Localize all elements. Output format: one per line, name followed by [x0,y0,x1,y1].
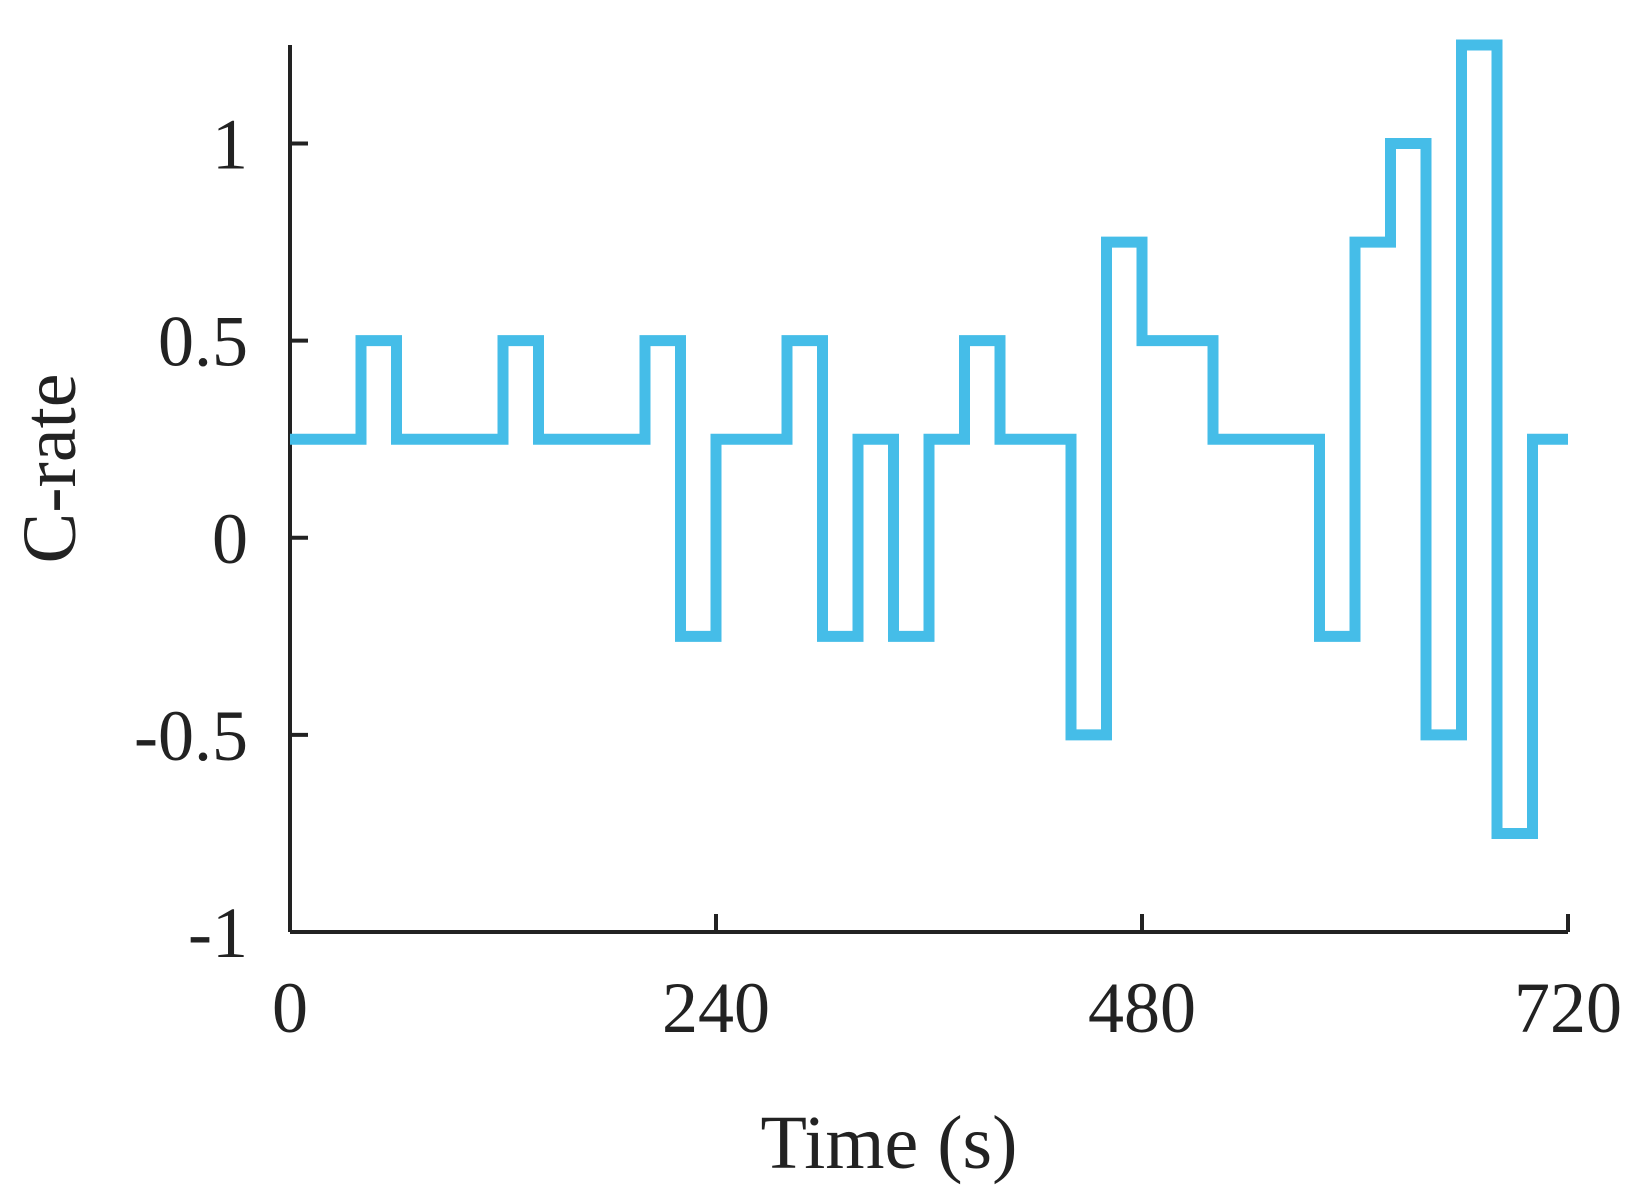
y-tick-label: -1 [188,893,248,973]
series-layer [290,39,1568,839]
y-tick-label: -0.5 [134,696,248,776]
y-ticks: -1 -0.5 0 0.5 1 [134,105,308,973]
x-tick-label: 480 [1088,968,1196,1048]
axes [288,45,1568,934]
series-line [290,39,1568,839]
y-tick-label: 1 [212,105,248,185]
y-axis-title: C-rate [8,374,92,564]
x-tick-label: 240 [662,968,770,1048]
x-ticks: 0 240 480 720 [272,914,1622,1048]
y-tick-label: 0 [212,499,248,579]
x-tick-label: 0 [272,968,308,1048]
x-axis-title: Time (s) [761,1101,1018,1185]
y-tick-label: 0.5 [158,302,248,382]
x-tick-label: 720 [1514,968,1622,1048]
